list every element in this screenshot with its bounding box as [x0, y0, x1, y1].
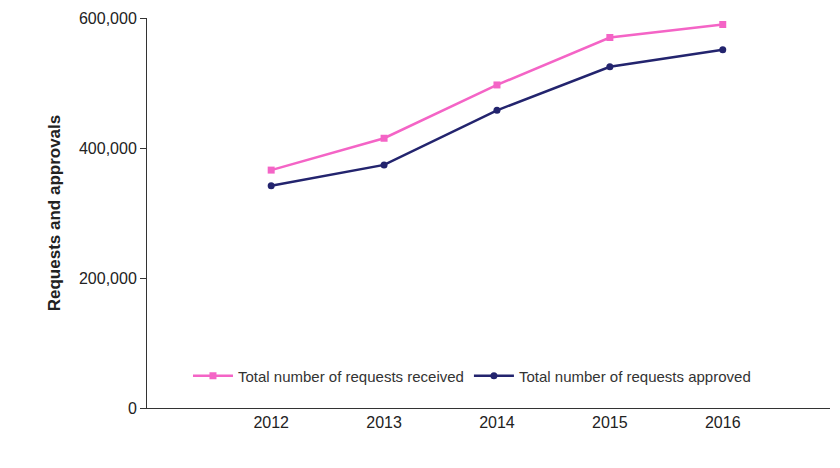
- svg-text:200,000: 200,000: [79, 270, 137, 287]
- svg-text:0: 0: [128, 400, 137, 417]
- svg-text:400,000: 400,000: [79, 140, 137, 157]
- svg-text:Total number of requests appro: Total number of requests approved: [519, 368, 751, 385]
- svg-text:Total number of requests recei: Total number of requests received: [238, 368, 464, 385]
- svg-text:600,000: 600,000: [79, 10, 137, 27]
- svg-text:Requests and approvals: Requests and approvals: [45, 115, 64, 312]
- svg-text:2016: 2016: [705, 414, 741, 431]
- svg-text:2013: 2013: [366, 414, 402, 431]
- svg-text:2012: 2012: [253, 414, 289, 431]
- svg-text:2015: 2015: [592, 414, 628, 431]
- svg-text:2014: 2014: [479, 414, 515, 431]
